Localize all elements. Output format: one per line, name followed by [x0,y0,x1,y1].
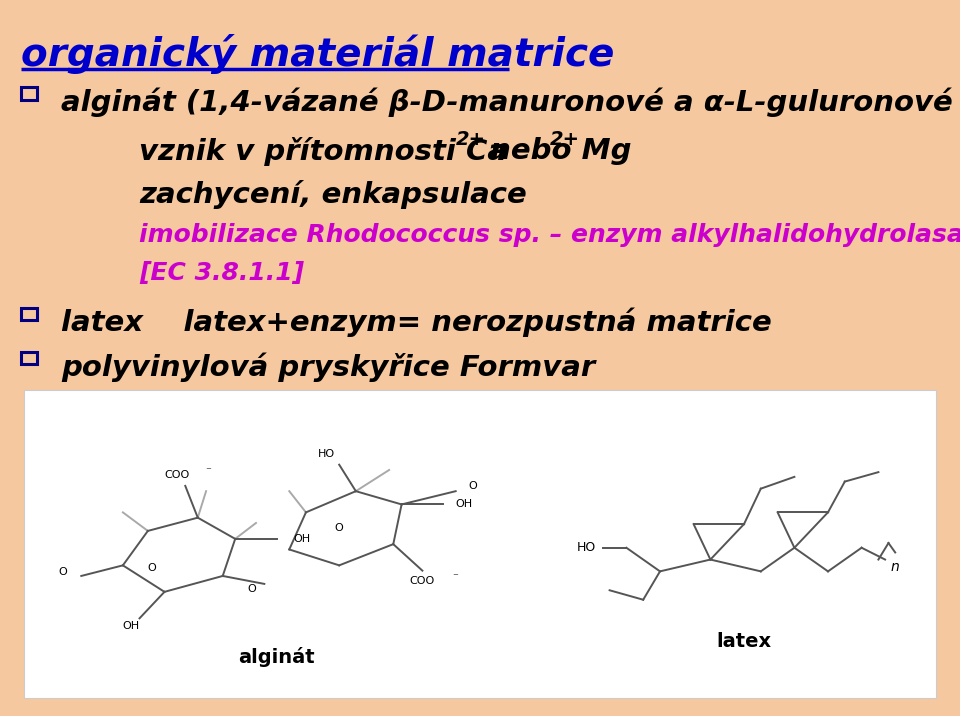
Text: O: O [335,523,344,533]
Text: vznik v přítomnosti Ca: vznik v přítomnosti Ca [139,137,507,167]
Text: 2+: 2+ [456,130,486,150]
Text: O: O [468,480,477,490]
Text: COO: COO [164,470,189,480]
Text: alginát (1,4-vázané β-D-manuronové a α-L-guluronové kys.zbytky): alginát (1,4-vázané β-D-manuronové a α-L… [61,87,960,117]
Text: HO: HO [576,541,596,554]
Text: COO: COO [410,576,435,586]
Text: organický materiál matrice: organický materiál matrice [21,34,614,74]
Text: n: n [891,561,900,574]
Bar [21,352,37,364]
Text: [EC 3.8.1.1]: [EC 3.8.1.1] [139,261,304,286]
Text: OH: OH [123,621,140,631]
Text: alginát: alginát [238,647,315,667]
Text: nebo Mg: nebo Mg [480,137,632,165]
Bar [24,390,936,698]
Text: ⁻: ⁻ [205,466,211,476]
Text: O: O [148,563,156,573]
Text: 2+: 2+ [550,130,580,150]
Bar [21,308,37,320]
Text: latex    latex+enzym= nerozpustná matrice: latex latex+enzym= nerozpustná matrice [61,308,772,337]
Text: polyvinylová pryskyřice Formvar: polyvinylová pryskyřice Formvar [61,352,596,382]
Text: zachycení, enkapsulace: zachycení, enkapsulace [139,180,527,210]
Text: ⁻: ⁻ [453,572,459,582]
Text: O: O [59,566,67,576]
Bar [21,87,37,100]
Text: O: O [248,584,256,594]
Text: latex: latex [716,632,772,651]
Text: HO: HO [318,449,335,459]
Text: OH: OH [456,500,473,509]
Text: imobilizace Rhodococcus sp. – enzym alkylhalidohydrolasa: imobilizace Rhodococcus sp. – enzym alky… [139,223,960,248]
Text: OH: OH [294,534,311,544]
